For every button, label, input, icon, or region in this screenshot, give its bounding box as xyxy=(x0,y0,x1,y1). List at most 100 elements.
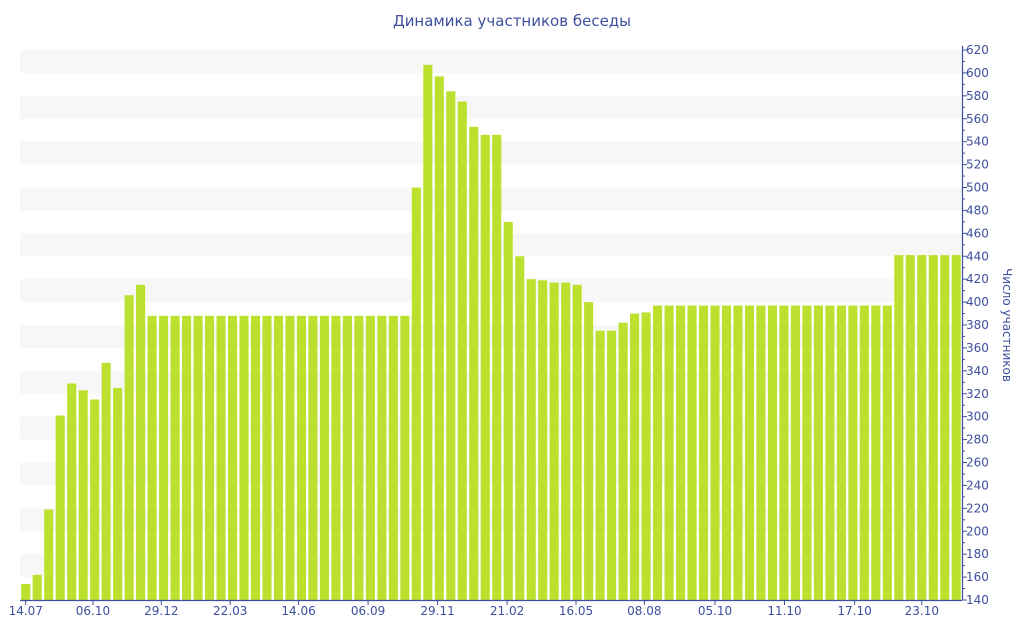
bar xyxy=(871,305,881,600)
y-tick-label: 600 xyxy=(966,66,989,80)
bar xyxy=(308,315,318,600)
bar xyxy=(55,415,65,600)
y-tick-label: 200 xyxy=(966,524,989,538)
bar xyxy=(676,305,686,600)
y-tick-label: 580 xyxy=(966,89,989,103)
bar xyxy=(469,126,479,600)
bar xyxy=(67,383,77,600)
bar xyxy=(894,255,904,600)
bar xyxy=(101,362,111,600)
y-tick-label: 280 xyxy=(966,433,989,447)
bar xyxy=(802,305,812,600)
bar xyxy=(917,255,927,600)
y-tick-label: 620 xyxy=(966,43,989,57)
bar xyxy=(377,315,387,600)
y-tick-label: 360 xyxy=(966,341,989,355)
x-tick-label: 17.10 xyxy=(837,604,871,618)
y-tick-label: 300 xyxy=(966,410,989,424)
bar xyxy=(618,322,628,600)
bar xyxy=(170,315,180,600)
bar xyxy=(457,101,467,600)
bar xyxy=(331,315,341,600)
y-tick-label: 140 xyxy=(966,593,989,607)
bar xyxy=(572,284,582,600)
bar xyxy=(400,315,410,600)
bar xyxy=(767,305,777,600)
bar xyxy=(595,330,605,600)
chart-title: Динамика участников беседы xyxy=(392,12,632,30)
bar xyxy=(44,509,54,600)
x-tick-label: 21.02 xyxy=(490,604,524,618)
bar xyxy=(790,305,800,600)
bar xyxy=(21,583,31,600)
bar xyxy=(940,255,950,600)
bar xyxy=(273,315,284,600)
bar xyxy=(951,255,961,600)
y-axis-label: Число участников xyxy=(1000,268,1014,382)
bar xyxy=(561,282,571,600)
bar xyxy=(262,315,272,600)
y-tick-label: 380 xyxy=(966,318,989,332)
bar xyxy=(653,305,663,600)
x-tick-label: 29.11 xyxy=(420,604,454,618)
grid-band xyxy=(20,279,962,303)
grid-band xyxy=(20,95,962,119)
y-tick-label: 540 xyxy=(966,135,989,149)
bar xyxy=(285,315,295,600)
x-tick-label: 23.10 xyxy=(905,604,939,618)
y-tick-label: 260 xyxy=(966,456,989,470)
x-tick-label: 22.03 xyxy=(213,604,247,618)
x-tick-label: 05.10 xyxy=(698,604,732,618)
x-tick-label: 08.08 xyxy=(627,604,661,618)
bar xyxy=(411,187,421,600)
bar xyxy=(216,315,226,600)
y-tick-label: 440 xyxy=(966,249,989,263)
bar xyxy=(480,134,490,600)
bar xyxy=(182,315,192,600)
bar xyxy=(113,388,123,600)
bar xyxy=(813,305,823,600)
y-tick-label: 180 xyxy=(966,547,989,561)
x-tick-label: 16.05 xyxy=(559,604,593,618)
bar xyxy=(721,305,732,600)
bar xyxy=(928,255,938,600)
bar xyxy=(296,315,306,600)
bar xyxy=(710,305,720,600)
bar xyxy=(90,399,100,600)
grid-band xyxy=(20,141,962,165)
x-tick-label: 14.07 xyxy=(9,604,43,618)
bars xyxy=(21,64,961,601)
grid-band xyxy=(20,187,962,211)
bar xyxy=(836,305,846,600)
bar xyxy=(136,284,146,600)
bar xyxy=(205,315,215,600)
bar xyxy=(365,315,375,600)
bar xyxy=(687,305,697,600)
bar xyxy=(227,315,238,600)
bar xyxy=(630,313,640,600)
x-tick-label: 11.10 xyxy=(767,604,801,618)
bar xyxy=(882,305,892,600)
axes: 140 160 180 200 220 240 260 280 300 320 340 360 380 4… xyxy=(9,43,989,618)
y-tick-label: 480 xyxy=(966,203,989,217)
y-tick-label: 160 xyxy=(966,570,989,584)
x-tick-label: 06.10 xyxy=(76,604,110,618)
bar xyxy=(538,280,548,600)
bar xyxy=(78,390,88,600)
bar xyxy=(549,282,559,600)
y-tick-label: 500 xyxy=(966,181,989,195)
y-tick-label: 520 xyxy=(966,158,989,172)
y-tick-label: 220 xyxy=(966,501,989,515)
bar xyxy=(641,312,651,600)
bar xyxy=(159,315,169,600)
y-tick-label: 240 xyxy=(966,478,989,492)
y-tick-label: 560 xyxy=(966,112,989,126)
bar xyxy=(733,305,743,600)
y-tick-label: 460 xyxy=(966,226,989,240)
bar xyxy=(698,305,709,600)
grid-band xyxy=(20,233,962,257)
y-tick-label: 340 xyxy=(966,364,989,378)
bar xyxy=(756,305,766,600)
bar xyxy=(319,315,329,600)
